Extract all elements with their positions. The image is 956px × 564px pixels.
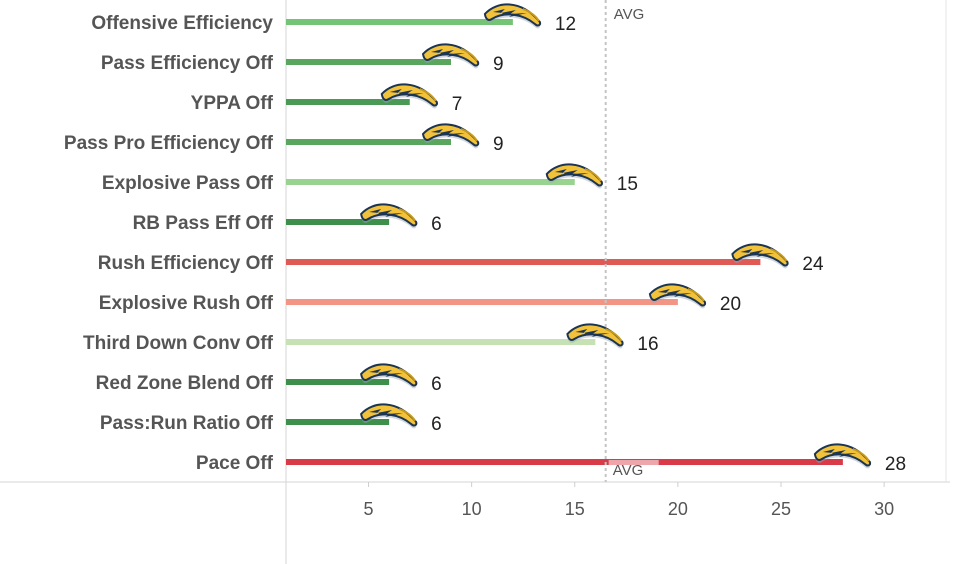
bar [286, 59, 451, 65]
category-label: Pass:Run Ratio Off [100, 413, 274, 434]
bar [286, 139, 451, 145]
x-tick-label: 20 [668, 499, 688, 519]
category-label: YPPA Off [191, 93, 274, 114]
value-label: 6 [431, 374, 442, 395]
bar [286, 459, 843, 465]
bar [286, 379, 390, 385]
category-label: Pace Off [196, 453, 274, 474]
category-label: Explosive Rush Off [99, 293, 274, 314]
value-label: 28 [885, 454, 906, 475]
category-label: Pass Pro Efficiency Off [64, 133, 274, 154]
bar [286, 179, 575, 185]
category-label: Red Zone Blend Off [96, 373, 274, 394]
value-label: 15 [617, 174, 638, 195]
value-label: 24 [802, 254, 824, 275]
bar [286, 299, 678, 305]
x-tick-label: 30 [874, 499, 894, 519]
bar [286, 219, 390, 225]
bar [286, 259, 761, 265]
bar [286, 339, 596, 345]
value-label: 9 [493, 54, 504, 75]
bar [286, 19, 513, 25]
x-tick-label: 25 [771, 499, 791, 519]
x-tick-label: 5 [363, 499, 373, 519]
value-label: 7 [452, 94, 463, 115]
bar [286, 419, 390, 425]
bars [286, 19, 843, 465]
category-label: RB Pass Eff Off [133, 213, 274, 234]
value-label: 6 [431, 214, 442, 235]
category-label: Offensive Efficiency [91, 13, 273, 34]
category-label: Pass Efficiency Off [101, 53, 274, 74]
team-logos [360, 3, 872, 470]
x-tick-label: 15 [565, 499, 585, 519]
category-label: Explosive Pass Off [102, 173, 274, 194]
value-label: 16 [637, 334, 658, 355]
value-label: 9 [493, 134, 504, 155]
category-label: Third Down Conv Off [83, 333, 274, 354]
avg-label-bg [608, 460, 659, 478]
value-label: 12 [555, 14, 576, 35]
avg-label-bg [608, 4, 657, 22]
labels: Offensive Efficiency 12 Pass Efficiency Of… [64, 4, 906, 479]
avg-label-bottom: AVG [613, 462, 644, 479]
value-label: 6 [431, 414, 442, 435]
avg-label-top: AVG [614, 6, 645, 23]
bar [286, 99, 410, 105]
value-label: 20 [720, 294, 741, 315]
category-label: Rush Efficiency Off [98, 253, 274, 274]
x-tick-label: 10 [462, 499, 482, 519]
